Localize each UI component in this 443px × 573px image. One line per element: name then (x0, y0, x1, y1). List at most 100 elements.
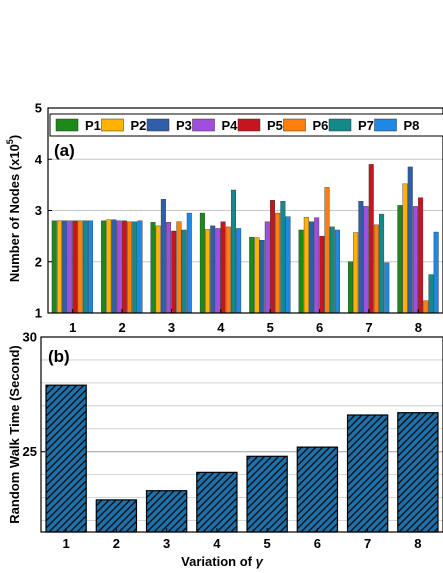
bar-p1-1 (51, 220, 57, 314)
x-axis-label-text: Variation of (181, 554, 255, 569)
panel-label-a: (a) (54, 141, 75, 160)
bar-p8-3 (186, 212, 192, 314)
chart-panel-b: 25 30 1 2 3 4 5 6 7 8 (b) Random Walk Time (Seco… (7, 330, 443, 569)
y-axis-label-b: Random Walk Time (Second) (7, 345, 22, 523)
bar-p5-2 (121, 220, 127, 314)
y-tick-label-a: 1 (35, 306, 42, 321)
bar-b-3 (145, 490, 188, 533)
y-tick-label-b: 25 (23, 444, 37, 459)
bar-p5-5 (269, 200, 275, 314)
bar-p8-2 (137, 220, 143, 314)
legend-label-p6: P6 (313, 118, 329, 133)
bars-b (45, 384, 439, 533)
bar-p8-6 (334, 229, 340, 314)
y-tick-label-a: 3 (35, 203, 42, 218)
bar-p4-2 (116, 220, 122, 314)
legend-label-p8: P8 (404, 118, 420, 133)
bar-p1-5 (249, 236, 255, 314)
bar-p3-2 (111, 219, 117, 314)
bar-p2-8 (402, 183, 408, 314)
legend-swatch-p5 (237, 118, 261, 132)
x-tick-label-a: 8 (415, 320, 422, 335)
bar-p5-4 (220, 221, 226, 314)
bar-p2-3 (155, 225, 161, 314)
bar-p4-7 (363, 206, 369, 314)
x-axis-label-symbol: γ (256, 554, 264, 569)
bar-p3-5 (259, 240, 265, 314)
bar-p7-4 (230, 189, 236, 314)
bar-p1-6 (298, 229, 304, 314)
bar-p7-3 (181, 229, 187, 314)
bar-p1-2 (101, 220, 107, 314)
x-tick-label-b: 2 (113, 536, 120, 551)
y-tick-label-a: 4 (35, 152, 43, 167)
bar-p3-7 (358, 201, 364, 314)
bar-p4-1 (67, 220, 73, 314)
y-ticks-b: 25 30 (23, 330, 45, 459)
y-tick-label-a: 5 (35, 101, 42, 116)
legend-swatch-p4 (192, 118, 215, 132)
bar-p1-3 (150, 222, 156, 314)
y-axis-label-a: Number of Nodes (x105) (5, 135, 22, 282)
bar-p7-5 (280, 201, 286, 314)
y-ticks-a: 1 2 3 4 5 (35, 101, 52, 321)
bar-p6-8 (423, 300, 429, 314)
bar-p3-1 (62, 220, 68, 314)
bar-p2-4 (205, 229, 211, 314)
x-tick-label-b: 6 (314, 536, 321, 551)
legend-label-p3: P3 (176, 118, 192, 133)
bar-p4-5 (264, 221, 270, 314)
bar-p8-7 (384, 262, 390, 314)
bar-b-1 (45, 384, 87, 533)
bar-p6-3 (176, 221, 182, 314)
bar-p6-6 (324, 187, 330, 314)
x-tick-label-b: 7 (364, 536, 371, 551)
bar-b-4 (196, 471, 238, 533)
x-tick-label-a: 6 (316, 320, 323, 335)
bar-p4-3 (166, 222, 172, 314)
bar-p6-4 (225, 226, 231, 314)
bar-p2-2 (106, 219, 112, 314)
chart-panel-a: 1 2 3 4 5 1 2 3 4 5 6 7 8 P1 P2 P3 P4 P5 P6 P7 P8 (a) Numb… (5, 101, 443, 335)
legend-label-p7: P7 (358, 118, 374, 133)
x-tick-label-b: 3 (163, 536, 170, 551)
legend-swatch-p3 (146, 118, 170, 132)
y-axis-label-a-close: ) (7, 135, 22, 139)
bar-p4-6 (314, 217, 320, 314)
bar-p2-7 (353, 232, 359, 314)
bar-b-5 (246, 455, 288, 533)
bar-p8-1 (88, 220, 94, 314)
legend-swatch-p1 (55, 118, 79, 132)
bar-p8-5 (285, 216, 291, 314)
bar-p5-6 (319, 235, 325, 314)
legend-label-p1: P1 (85, 118, 101, 133)
x-tick-label-a: 1 (69, 320, 76, 335)
legend-swatch-p7 (328, 118, 352, 132)
y-tick-label-b: 30 (23, 330, 37, 345)
bar-p5-1 (72, 220, 78, 314)
x-tick-label-a: 7 (365, 320, 372, 335)
y-axis-label-a-text: Number of Nodes (x10 (7, 144, 22, 282)
bar-p7-2 (132, 221, 138, 314)
bar-p4-8 (412, 206, 418, 314)
bar-b-2 (95, 499, 138, 533)
bar-p5-3 (171, 230, 177, 314)
bar-p7-7 (379, 213, 385, 314)
x-tick-label-b: 1 (63, 536, 70, 551)
bar-p2-1 (56, 220, 62, 314)
bar-p1-7 (348, 261, 353, 314)
x-tick-label-b: 4 (213, 536, 221, 551)
legend: P1 P2 P3 P4 P5 P6 P7 P8 (49, 113, 443, 137)
x-axis-label: Variation of γ (181, 554, 263, 569)
bar-p7-1 (82, 220, 88, 314)
bar-p6-1 (77, 220, 83, 314)
y-axis-label-a-exponent: 5 (5, 139, 15, 144)
bar-p8-8 (433, 231, 439, 314)
bar-p3-8 (407, 166, 413, 314)
x-tick-label-a: 4 (217, 320, 225, 335)
bar-p7-6 (329, 226, 335, 314)
bars-a (51, 164, 439, 314)
x-tick-label-a: 5 (267, 320, 274, 335)
legend-label-p2: P2 (131, 118, 147, 133)
